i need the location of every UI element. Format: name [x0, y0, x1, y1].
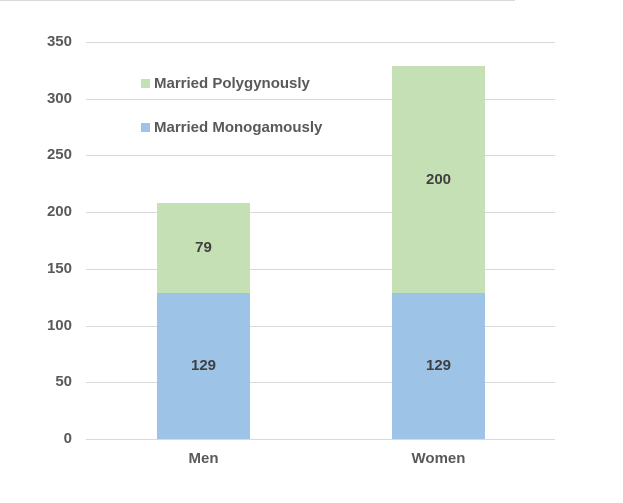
y-tick-label: 200	[46, 203, 72, 220]
y-tick-label: 100	[46, 317, 72, 334]
y-tick-label: 300	[46, 90, 72, 107]
bar-segment-married-monogamously: 129	[392, 292, 485, 439]
x-axis-label-men: Men	[188, 450, 219, 467]
gridline	[86, 99, 555, 100]
legend-item-monogamously: Married Monogamously	[141, 119, 327, 136]
gridline	[86, 212, 555, 213]
bar-segment-married-polygynously: 200	[392, 65, 485, 293]
data-label: 200	[425, 170, 452, 188]
y-tick-label: 50	[55, 373, 72, 390]
y-tick-label: 350	[46, 33, 72, 50]
gridline	[86, 439, 555, 440]
data-label: 129	[190, 357, 217, 375]
x-axis-label-women: Women	[411, 450, 466, 467]
bar-segment-married-polygynously: 79	[157, 203, 250, 293]
bar-segment-married-monogamously: 129	[157, 292, 250, 439]
gridline	[86, 42, 555, 43]
gridline	[86, 269, 555, 270]
bar-men: 129 79	[157, 203, 250, 439]
legend-label: Married Monogamously	[154, 119, 323, 136]
y-tick-label: 250	[46, 146, 72, 163]
y-tick-label: 150	[46, 260, 72, 277]
top-border-line	[0, 0, 515, 1]
data-label: 129	[425, 357, 452, 375]
legend-item-polygynously: Married Polygynously	[141, 75, 314, 92]
data-label: 79	[195, 239, 212, 257]
gridline	[86, 326, 555, 327]
legend-swatch-polygynously	[141, 79, 150, 88]
gridline	[86, 382, 555, 383]
legend-swatch-monogamously	[141, 123, 150, 132]
legend-label: Married Polygynously	[154, 75, 310, 92]
bar-women: 129 200	[392, 65, 485, 439]
y-tick-label: 0	[63, 430, 72, 447]
gridline	[86, 155, 555, 156]
